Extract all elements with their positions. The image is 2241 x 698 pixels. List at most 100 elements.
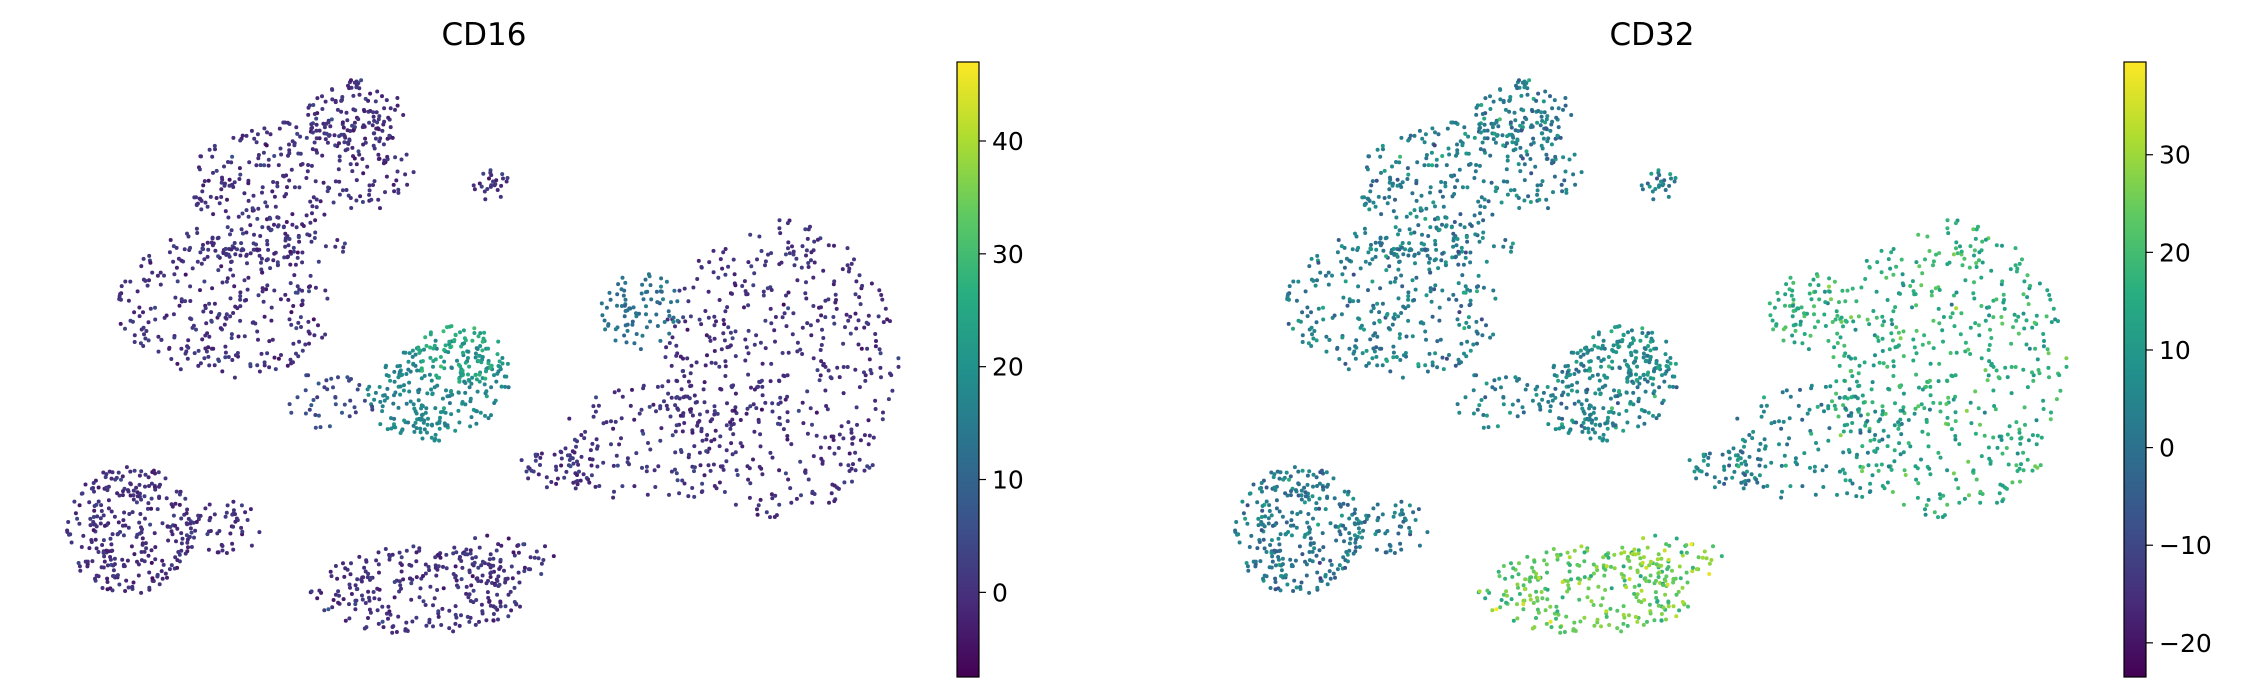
scatter-point (2025, 295, 2030, 300)
scatter-point (2025, 457, 2030, 462)
scatter-point (721, 331, 726, 336)
scatter-point (1292, 465, 1297, 470)
scatter-point (344, 188, 349, 192)
scatter-point (1325, 496, 1330, 500)
scatter-point (1370, 356, 1375, 361)
scatter-point (604, 305, 609, 310)
scatter-point (1621, 564, 1626, 569)
scatter-point (529, 468, 534, 473)
scatter-point (1635, 568, 1640, 573)
scatter-point (377, 385, 382, 389)
scatter-point (1854, 299, 1859, 304)
scatter-point (733, 405, 738, 410)
scatter-point (331, 385, 335, 390)
scatter-point (276, 356, 281, 361)
scatter-point (2020, 257, 2024, 262)
scatter-point (1555, 609, 1560, 614)
scatter-point (1489, 121, 1494, 126)
scatter-point (666, 391, 671, 396)
scatter-point (777, 218, 782, 223)
scatter-point (1650, 382, 1655, 387)
scatter-point (1458, 222, 1463, 227)
scatter-point (1317, 560, 1322, 565)
scatter-point (815, 318, 820, 323)
scatter-point (349, 78, 353, 83)
scatter-point (177, 502, 182, 507)
scatter-point (1347, 516, 1352, 521)
scatter-point (77, 521, 82, 526)
scatter-point (876, 314, 881, 319)
scatter-point (231, 311, 236, 315)
scatter-point (724, 423, 729, 428)
scatter-point (310, 147, 315, 152)
scatter-point (188, 284, 193, 289)
scatter-point (239, 525, 244, 530)
scatter-point (2007, 424, 2012, 429)
scatter-point (203, 200, 208, 205)
scatter-point (437, 438, 442, 443)
scatter-point (1387, 195, 1392, 199)
scatter-point (250, 320, 255, 325)
scatter-point (1711, 544, 1715, 549)
scatter-point (1489, 180, 1494, 185)
scatter-point (483, 197, 488, 202)
scatter-point (508, 589, 513, 594)
scatter-point (744, 345, 749, 350)
scatter-point (342, 140, 347, 145)
scatter-point (2034, 418, 2039, 423)
scatter-point (1247, 491, 1252, 496)
scatter-point (494, 379, 499, 384)
scatter-point (312, 140, 317, 145)
scatter-point (765, 286, 770, 291)
scatter-point (1284, 470, 1289, 475)
scatter-point (368, 91, 373, 96)
scatter-point (730, 291, 734, 296)
scatter-point (352, 80, 357, 85)
scatter-point (343, 566, 348, 571)
scatter-point (1798, 319, 1803, 324)
scatter-point (1616, 345, 1621, 350)
scatter-point (840, 267, 845, 272)
scatter-point (1396, 296, 1401, 301)
scatter-point (1341, 555, 1346, 560)
scatter-point (1924, 503, 1929, 508)
scatter-point (146, 338, 151, 343)
scatter-point (1394, 355, 1399, 359)
scatter-point (265, 257, 270, 262)
scatter-point (1363, 259, 1368, 264)
scatter-point (267, 339, 272, 344)
scatter-point (1400, 284, 1405, 289)
scatter-point (240, 211, 245, 216)
scatter-point (1430, 163, 1435, 168)
scatter-point (1850, 421, 1855, 425)
scatter-point (484, 369, 488, 373)
scatter-point (480, 348, 485, 353)
scatter-point (467, 364, 472, 369)
scatter-point (777, 468, 782, 473)
scatter-point (410, 354, 415, 359)
scatter-point (1253, 559, 1258, 564)
scatter-point (1560, 580, 1565, 584)
scatter-point (2051, 306, 2056, 311)
scatter-point (166, 538, 171, 543)
scatter-point (732, 408, 737, 413)
scatter-point (469, 583, 474, 588)
scatter-point (772, 328, 777, 333)
scatter-point (1566, 384, 1571, 389)
scatter-point (761, 289, 766, 294)
scatter-point (1459, 245, 1464, 250)
scatter-point (1408, 133, 1413, 138)
scatter-point (309, 122, 314, 127)
scatter-point (232, 284, 237, 289)
scatter-point (1386, 326, 1391, 331)
scatter-point (731, 422, 736, 426)
scatter-point (404, 372, 409, 376)
scatter-point (267, 365, 272, 370)
scatter-point (806, 227, 811, 232)
scatter-point (1261, 576, 1265, 581)
scatter-point (516, 543, 521, 548)
scatter-point (232, 245, 236, 250)
scatter-point (1484, 323, 1488, 328)
scatter-point (495, 188, 500, 192)
scatter-point (791, 249, 796, 254)
